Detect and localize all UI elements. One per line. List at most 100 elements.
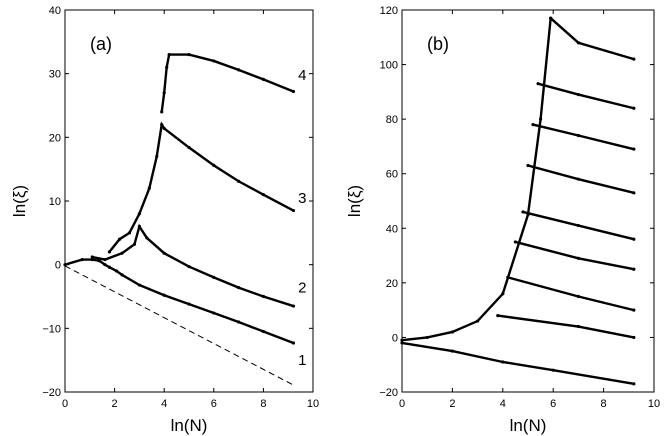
data-point — [97, 259, 102, 263]
data-point — [212, 311, 216, 315]
data-point — [187, 145, 191, 150]
data-point — [237, 320, 241, 324]
curve-label: 3 — [298, 190, 306, 207]
data-point — [496, 314, 500, 318]
data-point — [212, 59, 216, 63]
x-tick-label: 6 — [211, 398, 217, 410]
data-point — [103, 257, 107, 262]
data-point — [632, 147, 636, 151]
data-point — [145, 236, 149, 240]
reference-dashed-line — [64, 265, 294, 386]
data-point — [549, 16, 553, 20]
data-point — [261, 77, 265, 81]
y-tick-label: 120 — [380, 5, 398, 17]
y-tick-label: 30 — [49, 69, 61, 81]
y-tick-label: 20 — [386, 278, 398, 290]
curve-label: 1 — [298, 352, 306, 369]
data-point — [450, 330, 454, 334]
y-tick-label: 60 — [386, 169, 398, 181]
data-point — [291, 341, 296, 345]
x-tick-label: 10 — [307, 398, 319, 410]
data-point — [632, 267, 636, 271]
data-point — [162, 91, 166, 95]
data-point — [632, 382, 636, 386]
data-point — [400, 341, 404, 345]
data-point — [80, 257, 84, 262]
data-point — [576, 92, 581, 97]
data-point — [114, 269, 119, 273]
data-point — [237, 68, 241, 72]
y-ticks: −20 0 20 40 60 80 100 120 — [379, 5, 654, 399]
data-point — [107, 265, 111, 269]
data-point — [576, 223, 581, 228]
x-ticks: 0 2 4 6 8 10 — [62, 10, 319, 410]
data-point — [576, 41, 581, 45]
data-point — [162, 126, 166, 131]
data-point — [632, 57, 636, 61]
x-ticks: 0 2 4 6 8 10 — [399, 10, 660, 410]
data-point — [576, 177, 581, 181]
data-point — [155, 154, 159, 159]
x-tick-label: 8 — [260, 398, 266, 410]
data-point — [501, 360, 505, 364]
data-point — [261, 294, 265, 299]
data-point — [576, 324, 581, 329]
y-tick-label: −10 — [42, 323, 61, 335]
data-point — [237, 179, 241, 183]
data-point — [137, 212, 141, 216]
data-point — [400, 338, 404, 342]
y-axis-label: ln(ξ) — [10, 185, 29, 217]
data-point — [127, 231, 132, 235]
y-tick-label: −20 — [379, 387, 398, 399]
data-point — [165, 65, 169, 69]
y-tick-label: 80 — [386, 114, 398, 126]
data-point — [450, 349, 454, 353]
y-axis-label: ln(ξ) — [345, 185, 364, 217]
data-point — [425, 335, 429, 340]
data-point — [539, 117, 543, 121]
data-point — [632, 335, 636, 340]
data-point — [521, 210, 525, 214]
panel-label: (a) — [90, 34, 112, 54]
data-point — [632, 237, 636, 241]
data-point — [531, 123, 535, 127]
data-point — [237, 285, 241, 290]
y-tick-label: 0 — [392, 332, 398, 344]
data-series — [63, 52, 296, 386]
data-point — [632, 308, 636, 312]
y-tick-label: 0 — [55, 260, 61, 272]
data-point — [576, 294, 581, 299]
series-line — [92, 223, 294, 308]
x-tick-label: 4 — [161, 398, 167, 410]
curve-label: 2 — [298, 280, 306, 297]
x-tick-label: 0 — [62, 398, 68, 410]
x-tick-label: 8 — [601, 398, 607, 410]
data-point — [536, 82, 540, 86]
data-point — [187, 52, 191, 57]
x-axis-label: ln(N) — [510, 416, 547, 435]
plot-frame — [401, 9, 655, 393]
y-tick-label: 10 — [49, 196, 61, 208]
data-point — [526, 163, 530, 168]
data-point — [187, 264, 191, 269]
y-tick-label: 40 — [386, 223, 398, 235]
series-line — [401, 18, 552, 342]
data-point — [576, 256, 581, 260]
data-point — [632, 106, 636, 110]
data-point — [120, 273, 124, 277]
data-point — [551, 368, 555, 372]
data-point — [137, 224, 141, 229]
data-point — [187, 302, 191, 306]
data-point — [160, 110, 164, 114]
data-point — [291, 89, 296, 94]
data-point — [63, 263, 67, 267]
y-tick-label: 40 — [49, 5, 61, 17]
data-point — [162, 251, 166, 255]
data-point — [147, 186, 151, 190]
data-point — [476, 319, 480, 323]
data-point — [291, 208, 296, 213]
y-tick-label: 20 — [49, 132, 61, 144]
x-tick-label: 4 — [500, 398, 506, 410]
